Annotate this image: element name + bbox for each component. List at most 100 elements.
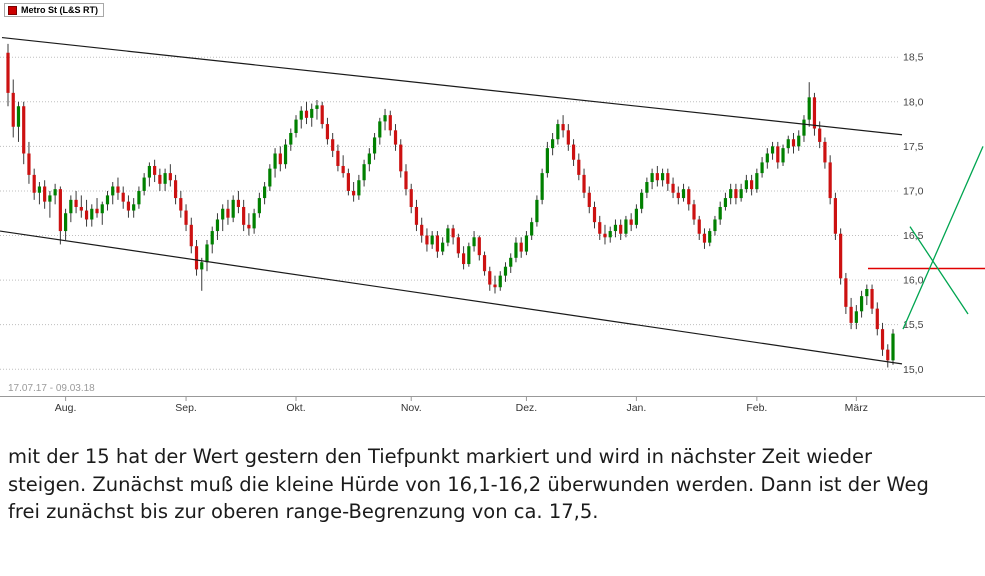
candle-body-up — [802, 119, 806, 136]
candle-body-up — [262, 186, 267, 199]
candle-body-down — [493, 284, 497, 288]
candle-body-down — [226, 208, 230, 218]
chart-legend: Metro St (L&S RT) — [4, 3, 104, 17]
candle-body-down — [74, 199, 78, 207]
candle-body-down — [420, 224, 424, 236]
candle-body-down — [84, 210, 89, 220]
candle-body-up — [446, 228, 450, 243]
candle-body-up — [53, 189, 57, 196]
candle-body-up — [514, 242, 518, 258]
commentary-line-1: mit der 15 hat der Wert gestern den Tief… — [8, 445, 872, 468]
y-axis-label: 15,5 — [903, 319, 924, 331]
candle-body-down — [393, 130, 398, 145]
candle-body-down — [43, 186, 47, 202]
x-axis-label: Sep. — [175, 402, 197, 414]
candle-body-up — [64, 213, 68, 232]
candle-body-down — [582, 174, 586, 193]
commentary-line-3: frei zunächst bis zur oberen range-Begre… — [8, 500, 599, 524]
legend-marker-icon — [8, 5, 17, 15]
candle-body-up — [760, 162, 764, 174]
candle-body-down — [27, 153, 31, 175]
legend-label: Metro St (L&S RT) — [21, 5, 98, 15]
candle-body-down — [828, 162, 832, 199]
candle-body-down — [687, 189, 691, 205]
candle-body-down — [482, 255, 487, 272]
candle-body-down — [880, 329, 885, 350]
candle-body-down — [352, 190, 356, 196]
candle-body-down — [95, 208, 99, 214]
x-axis-label: Feb. — [746, 402, 767, 414]
candle-body-up — [739, 189, 743, 199]
candle-body-down — [598, 222, 602, 234]
candle-body-down — [702, 233, 707, 243]
candle-body-down — [425, 235, 429, 245]
candle-body-up — [530, 222, 534, 236]
candle-body-up — [786, 139, 790, 149]
candle-body-up — [362, 164, 366, 181]
candle-body-down — [153, 165, 157, 175]
candle-body-up — [378, 121, 382, 138]
candle-body-down — [404, 171, 408, 190]
candle-body-up — [645, 182, 649, 193]
candle-body-up — [624, 219, 628, 234]
candle-body-up — [315, 105, 319, 109]
candle-body-up — [310, 108, 314, 118]
candle-body-up — [781, 148, 785, 163]
candle-body-down — [488, 271, 492, 285]
candle-body-up — [503, 266, 508, 276]
y-axis-label: 17,5 — [903, 141, 924, 153]
candle-body-down — [776, 146, 780, 163]
y-axis-label: 16,0 — [903, 275, 924, 287]
candle-body-up — [556, 124, 560, 140]
candle-body-up — [859, 296, 864, 312]
candle-body-up — [383, 115, 387, 122]
candle-body-down — [346, 173, 350, 191]
y-axis-label: 17,0 — [903, 185, 924, 197]
candle-body-down — [629, 219, 633, 225]
candle-body-down — [750, 180, 754, 190]
candle-body-down — [603, 233, 607, 238]
candle-body-up — [608, 231, 612, 238]
candle-body-up — [273, 153, 277, 169]
candle-body-down — [839, 233, 843, 279]
candle-body-up — [257, 198, 261, 214]
candle-body-down — [336, 150, 340, 166]
candle-body-up — [299, 110, 303, 120]
candle-body-up — [37, 186, 42, 193]
x-axis-label: Aug. — [55, 402, 77, 414]
projection-line-1 — [902, 146, 984, 330]
candle-body-down — [158, 174, 162, 184]
candle-body-up — [111, 186, 115, 196]
candle-body-down — [22, 106, 26, 154]
candle-body-up — [660, 173, 665, 181]
candle-body-up — [48, 195, 52, 202]
candle-body-up — [430, 235, 434, 245]
candle-body-up — [90, 208, 94, 220]
candle-body-up — [215, 219, 220, 232]
candle-body-down — [116, 186, 120, 193]
candle-body-up — [252, 213, 256, 229]
candle-body-up — [650, 173, 654, 183]
candle-body-up — [729, 189, 733, 199]
candle-body-up — [283, 144, 288, 165]
candle-body-down — [692, 204, 696, 220]
projection-line-2 — [909, 226, 969, 315]
candle-body-down — [242, 206, 246, 225]
candle-body-down — [849, 306, 853, 323]
candle-body-down — [126, 201, 131, 211]
candle-body-down — [341, 165, 345, 174]
candle-body-up — [142, 177, 146, 191]
candle-body-down — [823, 141, 827, 163]
candle-body-down — [173, 180, 178, 199]
date-range-label: 17.07.17 - 09.03.18 — [8, 383, 95, 394]
candle-body-down — [791, 139, 796, 147]
candle-body-down — [189, 224, 193, 247]
candle-body-down — [844, 278, 848, 307]
candle-body-up — [105, 195, 110, 205]
candle-body-up — [163, 173, 167, 184]
candle-body-up — [289, 132, 293, 145]
candle-body-down — [304, 110, 309, 118]
candle-body-down — [11, 92, 15, 127]
candle-body-up — [294, 119, 298, 133]
